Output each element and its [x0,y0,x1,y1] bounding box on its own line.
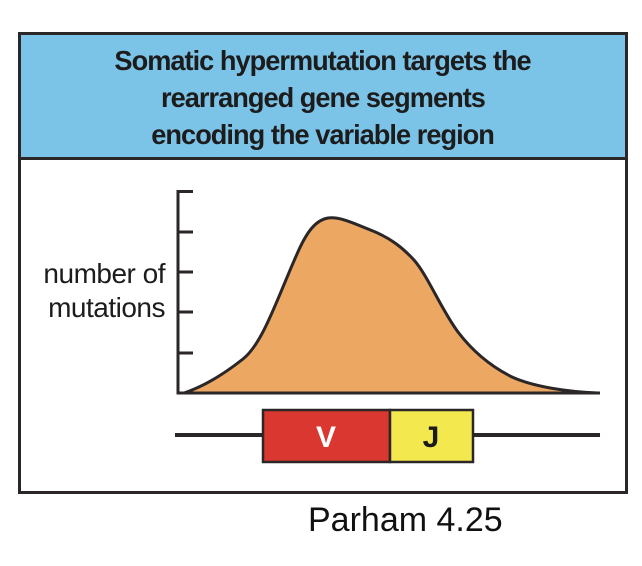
y-axis-label: number of mutations [28,257,165,325]
figure-caption: Parham 4.25 [308,501,503,539]
y-axis-label-line-1: number of [43,258,165,289]
mutation-distribution-chart: V J [175,190,600,464]
y-axis-ticks [176,190,193,355]
y-axis-label-line-2: mutations [48,292,165,323]
v-segment-label: V [316,421,336,454]
figure-title-line-2: rearranged gene segments [161,81,486,113]
figure-title-line-3: encoding the variable region [151,118,496,150]
figure-title-panel: Somatic hypermutation targets the rearra… [18,32,628,160]
figure-title-line-1: Somatic hypermutation targets the [114,44,532,76]
j-segment-box [388,408,475,464]
mutation-distribution-curve [182,216,600,395]
j-segment-label: J [423,421,440,454]
